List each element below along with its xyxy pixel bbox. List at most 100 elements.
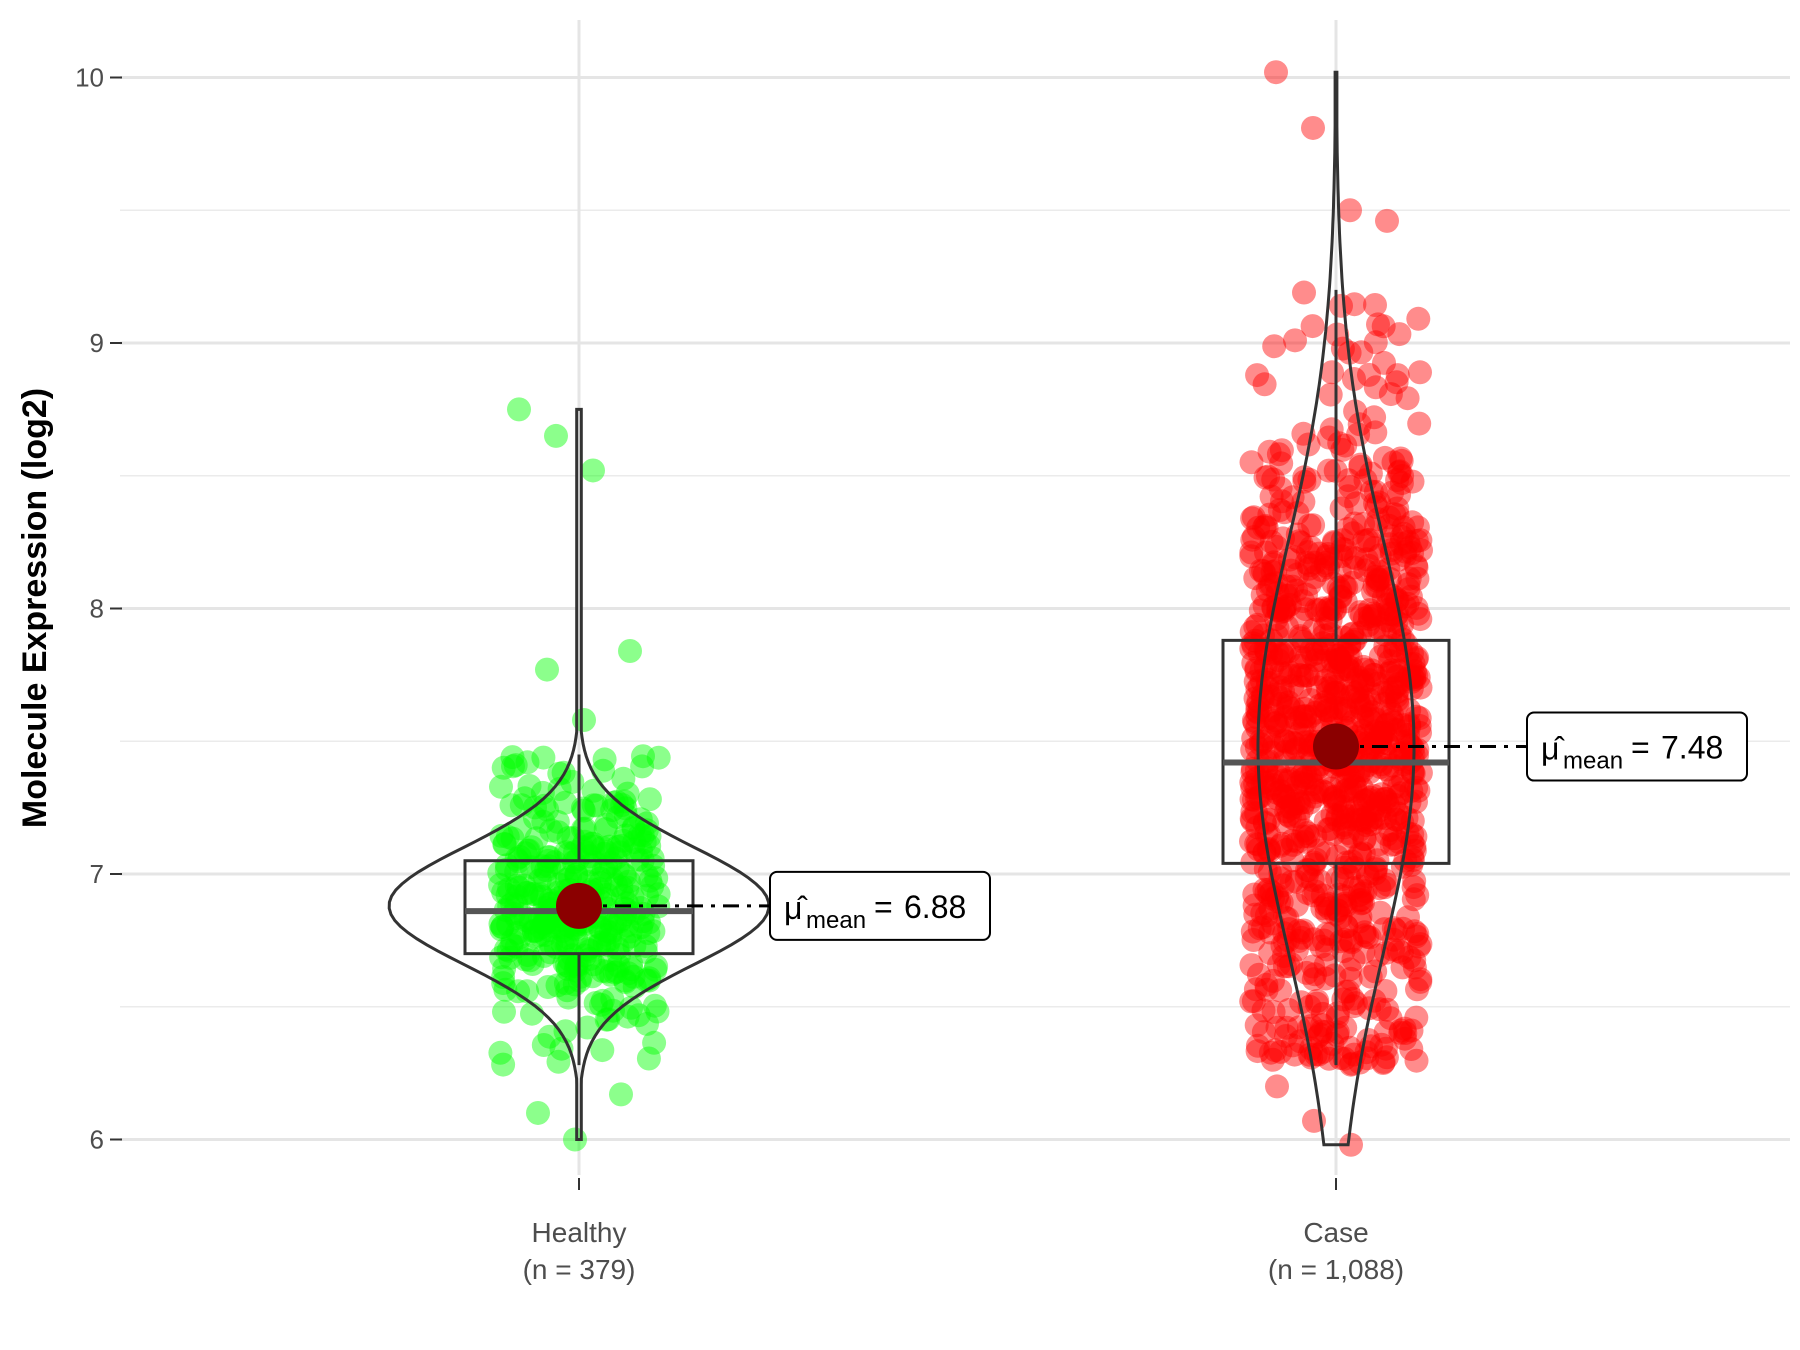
data-point	[539, 818, 564, 843]
data-point	[1297, 513, 1322, 538]
data-point	[1382, 826, 1407, 851]
data-point	[1325, 1004, 1350, 1029]
data-point	[1367, 797, 1392, 822]
data-point	[1382, 832, 1407, 857]
data-point	[1379, 707, 1404, 732]
data-point	[1331, 939, 1356, 964]
data-point	[1362, 536, 1387, 560]
data-point	[1397, 566, 1422, 591]
data-point	[1337, 1035, 1362, 1060]
data-point	[537, 1024, 562, 1049]
data-point	[1258, 684, 1283, 709]
data-point	[1404, 647, 1429, 672]
data-point	[1314, 899, 1339, 924]
data-point	[1295, 881, 1320, 906]
data-point	[1252, 562, 1277, 586]
data-point	[1400, 469, 1425, 494]
data-point	[616, 869, 641, 894]
data-point	[618, 919, 643, 944]
data-point	[1269, 438, 1294, 463]
data-point	[1313, 553, 1338, 578]
data-point	[1239, 636, 1264, 661]
data-point	[1353, 879, 1378, 904]
outlier-point	[1311, 1039, 1335, 1064]
data-point	[1402, 919, 1427, 944]
data-point	[638, 868, 663, 893]
data-point	[1397, 712, 1422, 737]
data-point	[1245, 612, 1270, 637]
data-point	[554, 933, 579, 958]
data-point	[636, 1046, 661, 1071]
data-point	[1393, 539, 1418, 564]
data-point	[1346, 690, 1371, 715]
data-point	[1259, 529, 1284, 554]
data-point	[1363, 564, 1388, 589]
data-point	[1313, 966, 1338, 991]
data-point	[1304, 847, 1329, 872]
data-point	[1299, 535, 1324, 560]
data-point	[1379, 832, 1404, 857]
data-point	[640, 874, 665, 899]
data-point	[1288, 624, 1313, 649]
data-point	[1292, 469, 1317, 494]
data-point	[1297, 790, 1322, 815]
data-point	[1404, 1048, 1429, 1073]
data-point	[1279, 869, 1304, 894]
data-point	[1402, 955, 1427, 980]
data-point	[1245, 694, 1270, 718]
data-point	[1274, 1015, 1299, 1040]
data-point	[616, 961, 641, 986]
data-point	[495, 853, 519, 878]
data-point	[1384, 603, 1408, 628]
data-point	[1280, 574, 1305, 599]
data-point	[1367, 832, 1392, 857]
data-point	[581, 834, 606, 859]
data-point	[1324, 807, 1349, 832]
outlier-point	[1375, 208, 1399, 233]
data-point	[571, 817, 595, 842]
data-point	[1347, 818, 1372, 843]
data-point	[1382, 792, 1406, 817]
data-point	[1350, 672, 1375, 697]
data-point	[1286, 789, 1311, 814]
data-point	[500, 826, 525, 851]
data-point	[1337, 957, 1362, 982]
mean-annotation-box	[1526, 711, 1748, 782]
data-point	[1402, 948, 1427, 973]
data-point	[1308, 693, 1333, 718]
data-point	[1302, 784, 1327, 809]
data-point	[1344, 668, 1369, 692]
data-point	[1388, 1018, 1413, 1043]
data-point	[592, 747, 617, 772]
data-point	[1309, 1019, 1334, 1044]
outlier-point	[1329, 293, 1353, 318]
data-point	[1405, 737, 1430, 762]
data-point	[1386, 801, 1410, 826]
data-point	[1277, 804, 1302, 829]
data-point	[1348, 600, 1372, 625]
data-point	[551, 857, 576, 882]
data-point	[488, 873, 513, 898]
data-point	[1366, 791, 1390, 816]
data-point	[1344, 546, 1368, 571]
data-point	[1276, 787, 1301, 812]
data-point	[1290, 767, 1315, 792]
data-point	[583, 991, 608, 1015]
data-point	[621, 837, 646, 862]
data-point	[1349, 792, 1374, 817]
data-point	[1285, 501, 1310, 525]
data-point	[1340, 570, 1365, 595]
data-point	[1315, 676, 1340, 701]
data-point	[1341, 771, 1366, 796]
outlier-point	[1264, 60, 1288, 85]
data-point	[1260, 655, 1285, 680]
data-point	[610, 883, 635, 908]
data-point	[1349, 887, 1374, 912]
data-point	[644, 866, 669, 891]
data-point	[630, 823, 655, 848]
data-point	[1379, 660, 1404, 685]
data-point	[1356, 702, 1381, 727]
data-point	[1385, 718, 1410, 743]
data-point	[1351, 841, 1376, 866]
data-point	[1264, 764, 1289, 789]
